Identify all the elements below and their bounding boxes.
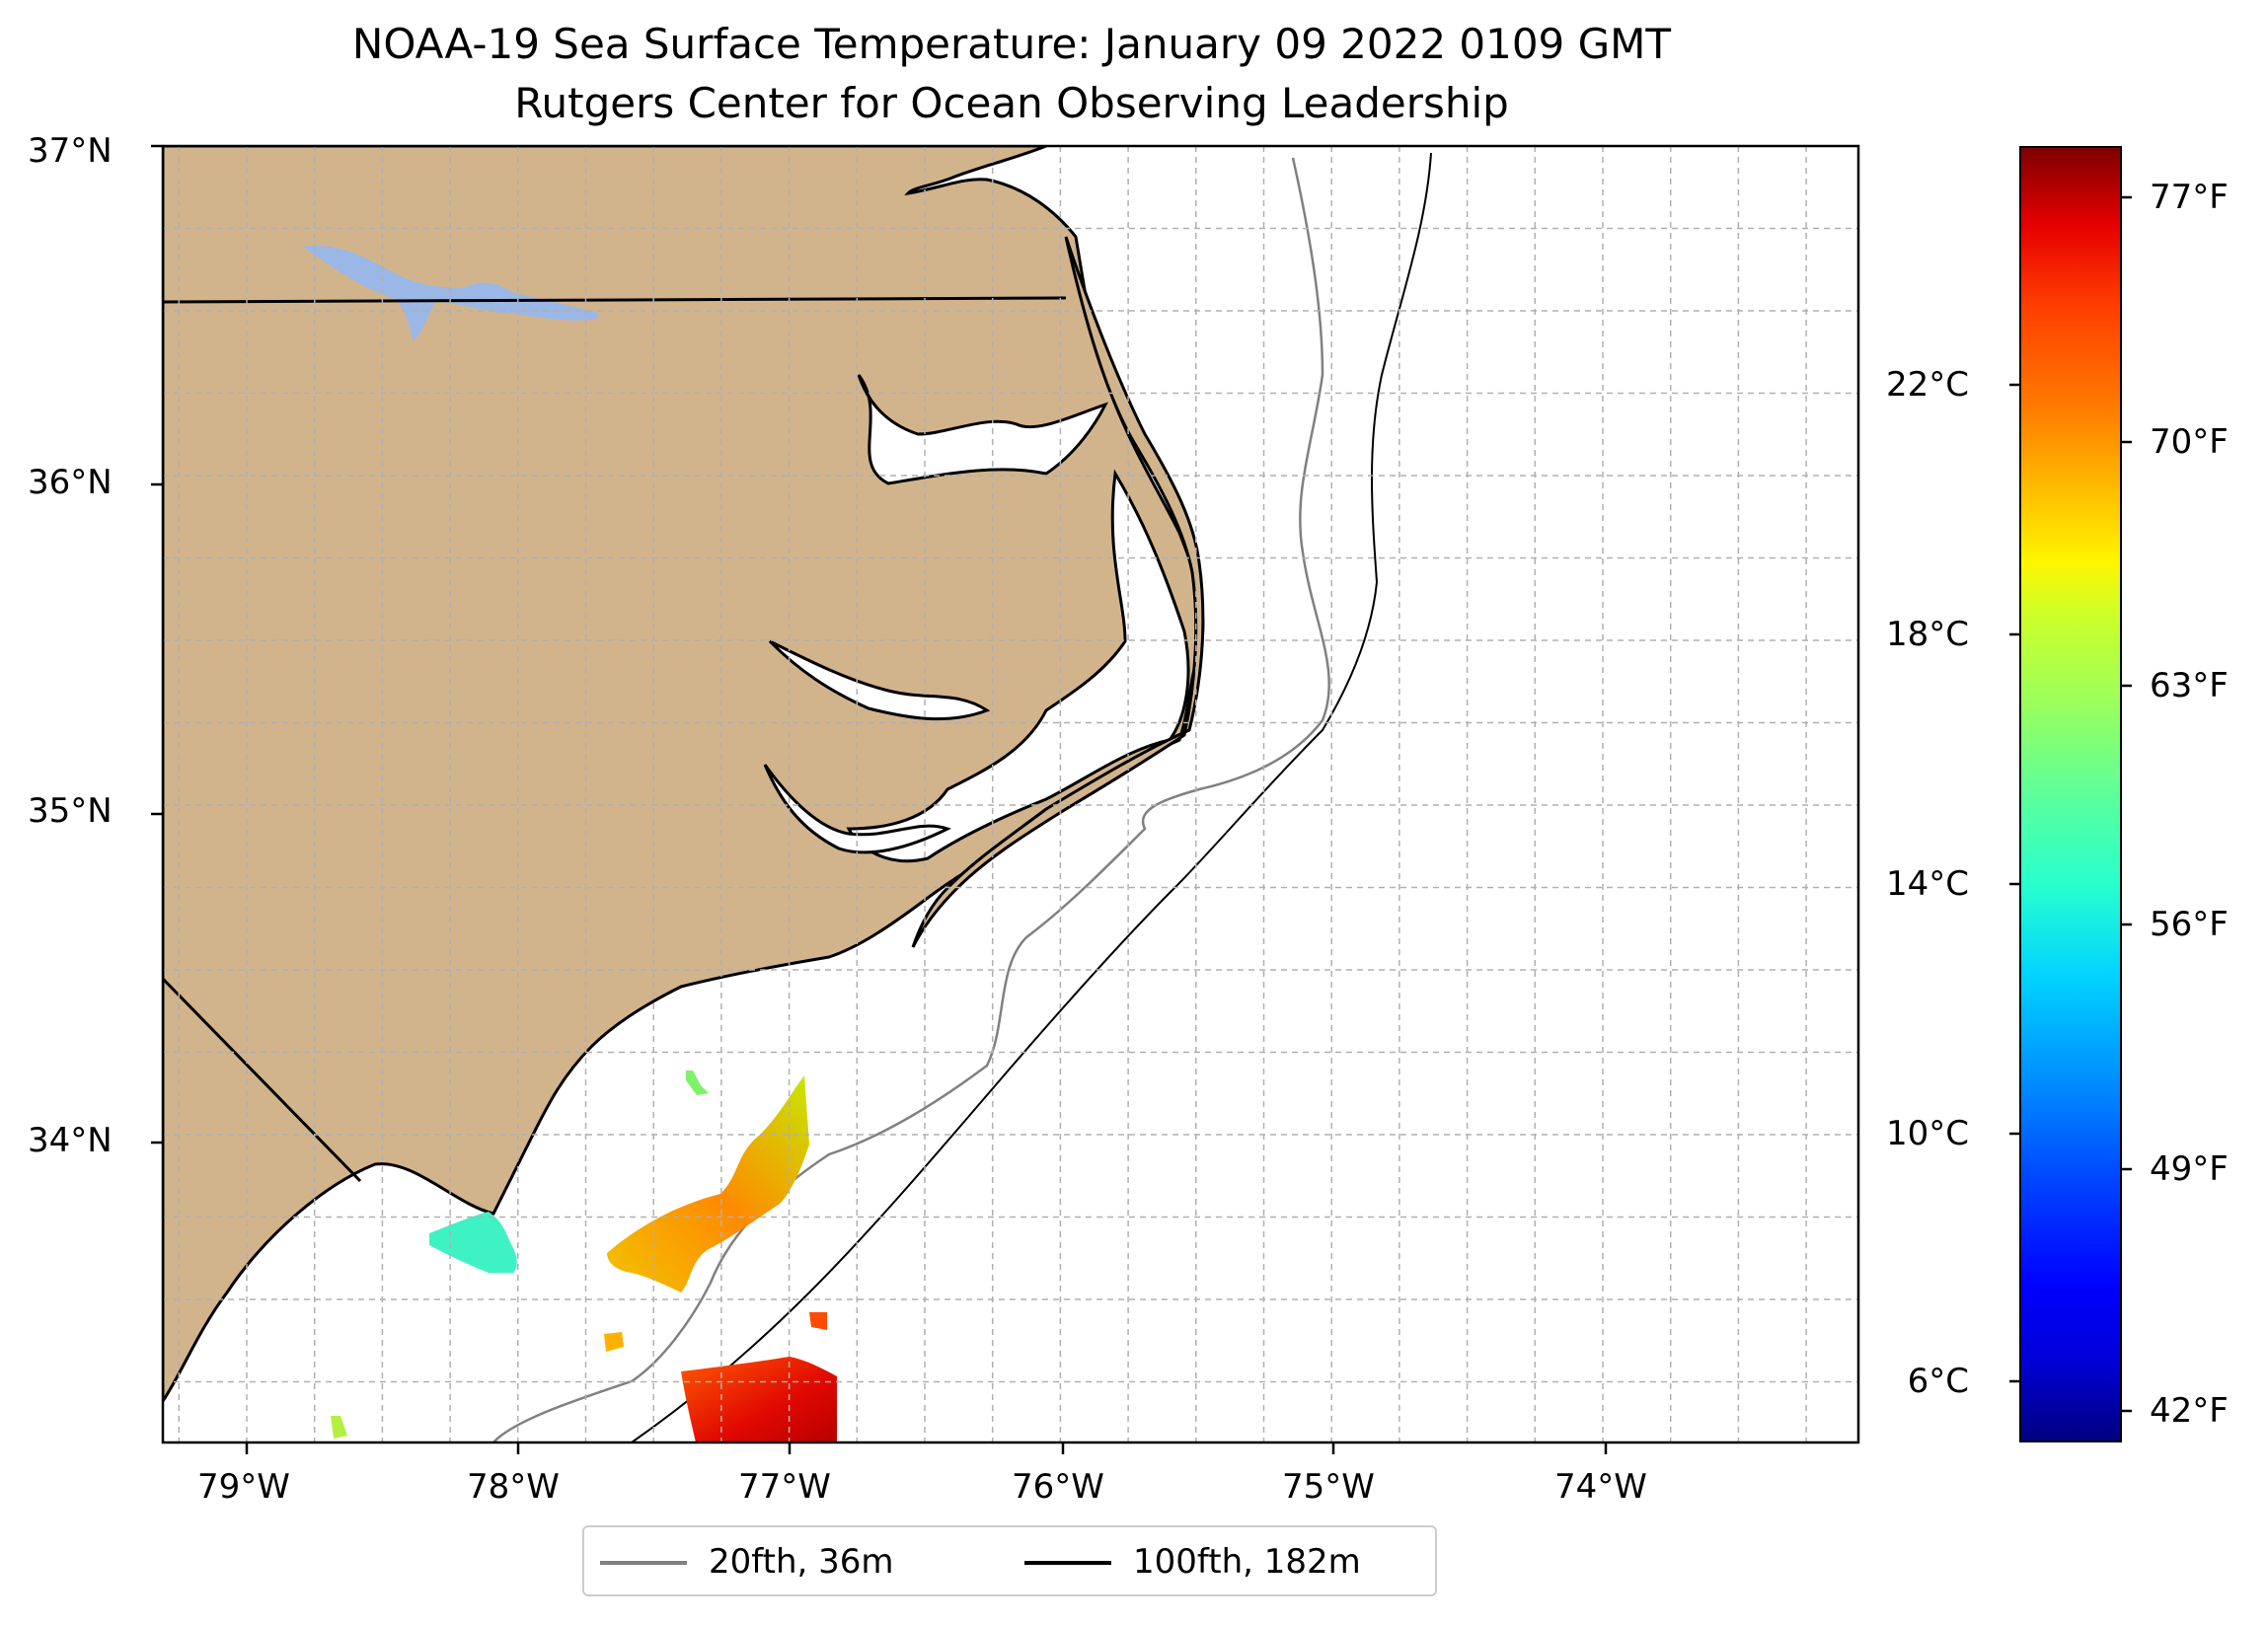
- colorbar-label-63f: 63°F: [2150, 666, 2229, 705]
- sst-patch-cool: [429, 1212, 517, 1273]
- lat-label-36n: 36°N: [28, 463, 113, 502]
- lat-label-37n: 37°N: [28, 131, 113, 171]
- sst-patch-small-sw: [331, 1416, 347, 1439]
- lat-label-34n: 34°N: [28, 1121, 113, 1160]
- legend-swatch-20fth: [600, 1561, 687, 1565]
- colorbar-label-77f: 77°F: [2150, 178, 2229, 217]
- legend-label-20fth: 20fth, 36m: [709, 1542, 894, 1582]
- colorbar-label-70f: 70°F: [2150, 422, 2229, 462]
- lon-label-79w: 79°W: [197, 1467, 290, 1507]
- contour-100fth: [631, 152, 1432, 1442]
- lon-label-74w: 74°W: [1554, 1467, 1647, 1507]
- nc-sc-border: [163, 977, 362, 1183]
- neuse-river: [763, 764, 951, 854]
- sst-patch-small-east: [809, 1312, 827, 1330]
- legend-label-100fth: 100fth, 182m: [1133, 1542, 1361, 1582]
- pamlico-sound: [846, 469, 1190, 863]
- contour-20fth: [492, 157, 1330, 1442]
- map-frame: [161, 144, 1860, 1444]
- colorbar-label-10c: 10°C: [1885, 1114, 1969, 1153]
- colorbar-label-14c: 14°C: [1885, 864, 1969, 904]
- legend-swatch-100fth: [1024, 1561, 1111, 1565]
- outer-banks: [911, 236, 1205, 948]
- colorbar-label-56f: 56°F: [2150, 905, 2229, 944]
- colorbar: [2019, 146, 2122, 1442]
- colorbar-label-6c: 6°C: [1907, 1362, 1969, 1401]
- map-subtitle: Rutgers Center for Ocean Observing Leade…: [514, 79, 1509, 127]
- sst-patch-small-north: [686, 1071, 709, 1095]
- lon-label-77w: 77°W: [738, 1467, 831, 1507]
- pamlico-river: [768, 639, 991, 721]
- map-title: NOAA-19 Sea Surface Temperature: January…: [351, 20, 1672, 68]
- colorbar-label-42f: 42°F: [2150, 1391, 2229, 1431]
- colorbar-label-49f: 49°F: [2150, 1149, 2229, 1189]
- map-legend: 20fth, 36m 100fth, 182m: [582, 1525, 1437, 1596]
- colorbar-label-18c: 18°C: [1885, 615, 1969, 654]
- lat-label-35n: 35°N: [28, 791, 113, 831]
- map-tick-marks: [151, 144, 1608, 1454]
- map-gridlines: [163, 146, 1858, 1442]
- colorbar-label-22c: 22°C: [1885, 365, 1969, 405]
- lon-label-76w: 76°W: [1012, 1467, 1104, 1507]
- lon-label-75w: 75°W: [1282, 1467, 1375, 1507]
- albemarle-sound: [857, 374, 1108, 485]
- lon-label-78w: 78°W: [467, 1467, 560, 1507]
- sst-patch-small-west: [604, 1332, 624, 1352]
- va-nc-border: [163, 296, 1067, 304]
- sst-patch-hot: [681, 1357, 837, 1442]
- sst-patch-warm: [607, 1075, 809, 1293]
